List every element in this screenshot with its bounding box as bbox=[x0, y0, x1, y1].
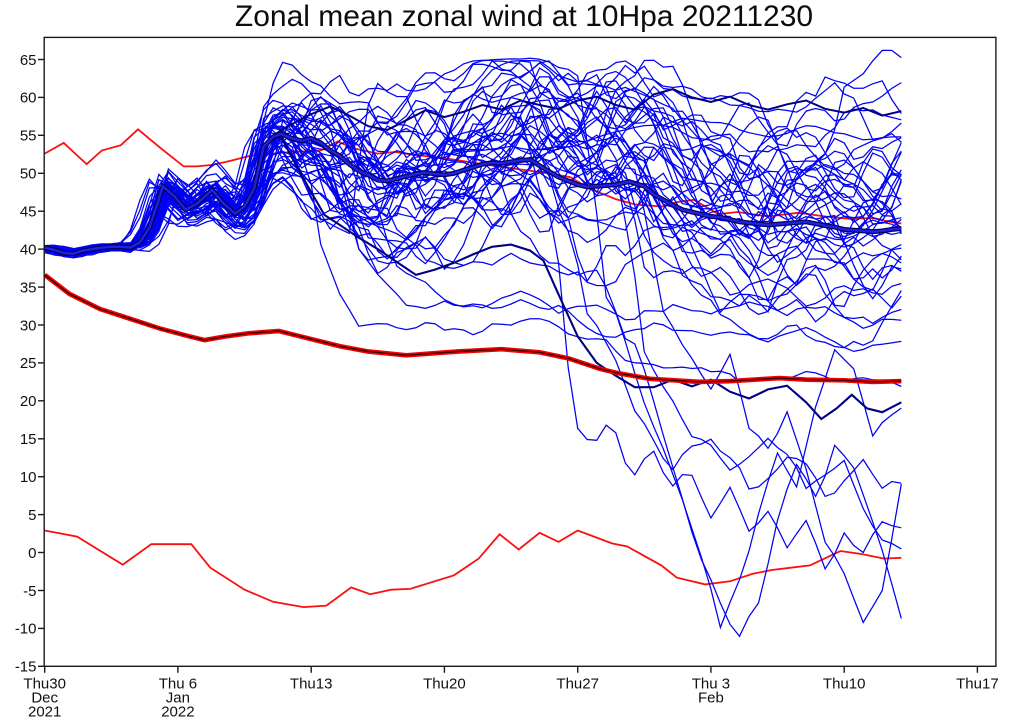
svg-text:Feb: Feb bbox=[698, 690, 724, 707]
svg-text:65: 65 bbox=[20, 52, 37, 69]
svg-text:55: 55 bbox=[20, 128, 37, 145]
svg-text:Thu10: Thu10 bbox=[823, 676, 866, 693]
svg-text:Jan: Jan bbox=[166, 690, 190, 707]
svg-text:Dec: Dec bbox=[31, 690, 58, 707]
svg-text:Zonal mean zonal wind at 10Hpa: Zonal mean zonal wind at 10Hpa 20211230 bbox=[235, 0, 813, 33]
svg-text:Thu 6: Thu 6 bbox=[159, 676, 197, 693]
svg-text:Thu30: Thu30 bbox=[23, 676, 66, 693]
svg-text:50: 50 bbox=[20, 166, 37, 183]
svg-text:-5: -5 bbox=[23, 583, 36, 600]
svg-text:5: 5 bbox=[28, 507, 36, 524]
svg-text:-15: -15 bbox=[15, 659, 37, 676]
svg-text:35: 35 bbox=[20, 279, 37, 296]
svg-text:15: 15 bbox=[20, 431, 37, 448]
svg-text:60: 60 bbox=[20, 90, 37, 107]
svg-text:20: 20 bbox=[20, 393, 37, 410]
svg-text:40: 40 bbox=[20, 241, 37, 258]
svg-text:-10: -10 bbox=[15, 621, 37, 638]
svg-text:Thu 3: Thu 3 bbox=[692, 676, 730, 693]
svg-text:45: 45 bbox=[20, 204, 37, 221]
svg-text:Thu27: Thu27 bbox=[556, 676, 599, 693]
svg-text:0: 0 bbox=[28, 545, 36, 562]
svg-text:30: 30 bbox=[20, 317, 37, 334]
svg-text:10: 10 bbox=[20, 469, 37, 486]
svg-text:2022: 2022 bbox=[161, 704, 194, 721]
svg-text:Thu20: Thu20 bbox=[423, 676, 466, 693]
svg-text:Thu13: Thu13 bbox=[290, 676, 333, 693]
svg-text:Thu17: Thu17 bbox=[956, 676, 999, 693]
svg-text:25: 25 bbox=[20, 355, 37, 372]
svg-text:2021: 2021 bbox=[28, 704, 61, 721]
